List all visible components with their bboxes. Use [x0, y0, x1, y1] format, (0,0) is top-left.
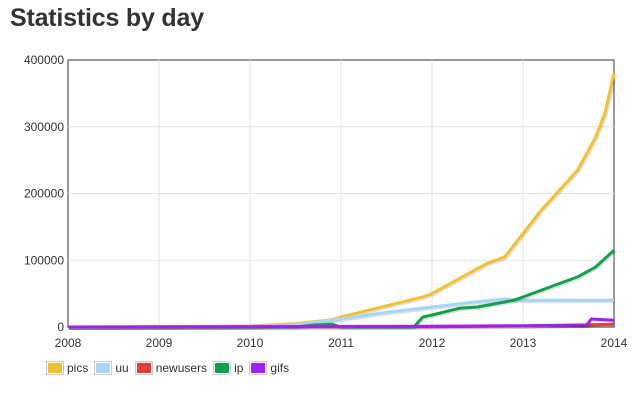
- legend-item-pics: pics: [46, 360, 88, 376]
- series-group: [67, 73, 617, 330]
- legend-swatch: [94, 361, 113, 375]
- x-tick-label: 2011: [328, 336, 354, 350]
- legend-item-ip: ip: [213, 360, 243, 376]
- legend-swatch: [134, 361, 153, 375]
- x-tick-label: 2008: [55, 336, 82, 350]
- legend-swatch: [213, 361, 232, 375]
- x-tick-label: 2013: [510, 336, 537, 350]
- x-tick-label: 2009: [146, 336, 173, 350]
- series-line-gifs: [67, 317, 615, 329]
- x-tick-label: 2014: [601, 336, 628, 350]
- legend-label: newusers: [155, 361, 208, 375]
- legend-item-gifs: gifs: [249, 360, 289, 376]
- y-axis: 0 100000 200000 300000 400000: [24, 53, 64, 334]
- y-tick-label: 200000: [24, 187, 64, 201]
- legend-label: ip: [234, 361, 244, 375]
- legend-label: uu: [115, 361, 129, 375]
- x-tick-label: 2012: [419, 336, 446, 350]
- x-axis: 2008 2009 2010 2011 2012 2013 2014: [55, 336, 628, 350]
- legend-label: pics: [67, 361, 89, 375]
- grid: [68, 60, 614, 327]
- legend-item-uu: uu: [94, 360, 129, 376]
- page-title: Statistics by day: [10, 4, 204, 32]
- y-tick-label: 400000: [24, 53, 64, 67]
- legend-swatch: [46, 361, 64, 375]
- x-tick-label: 2010: [237, 336, 264, 350]
- y-tick-label: 100000: [24, 253, 64, 267]
- y-tick-label: 300000: [24, 120, 64, 134]
- legend-swatch: [249, 361, 268, 375]
- legend-label: gifs: [270, 361, 290, 375]
- series-line-ip: [68, 249, 616, 329]
- legend-item-newusers: newusers: [134, 360, 208, 376]
- y-tick-label: 0: [57, 320, 64, 334]
- legend: pics uu newusers ip gifs: [46, 360, 296, 382]
